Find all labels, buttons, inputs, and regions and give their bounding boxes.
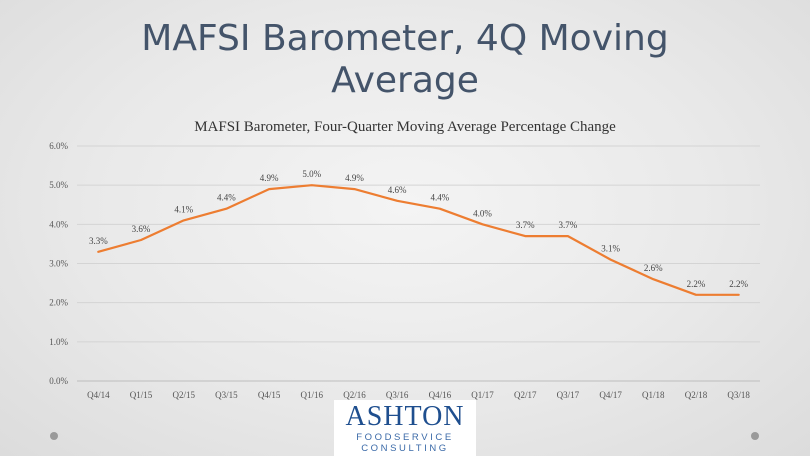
chart-gridlines [77,145,760,382]
y-tick-label: 2.0% [49,298,68,308]
data-label: 3.6% [132,224,151,234]
y-tick-label: 5.0% [49,180,68,190]
slide-title-line-2: Average [331,60,479,101]
x-tick-label: Q2/16 [343,390,366,400]
data-label: 4.4% [217,193,236,203]
y-axis: 0.0% 1.0% 2.0% 3.0% 4.0% 5.0% 6.0% [49,141,68,386]
x-tick-label: Q1/18 [642,390,665,400]
previous-slide-dot[interactable] [50,432,58,440]
x-tick-label: Q3/18 [727,390,750,400]
data-label: 2.2% [687,279,706,289]
y-tick-label: 1.0% [49,337,68,347]
y-tick-label: 0.0% [49,376,68,386]
x-tick-label: Q1/16 [301,390,324,400]
x-tick-label: Q3/15 [215,390,238,400]
data-label: 4.4% [430,193,449,203]
data-label: 4.0% [473,208,492,218]
x-tick-label: Q4/15 [258,390,281,400]
x-tick-label: Q2/18 [685,390,708,400]
data-label: 4.6% [388,185,407,195]
ashton-logo: ASHTON FOODSERVICE CONSULTING [334,400,476,456]
data-label: 3.7% [559,220,578,230]
data-label: 4.1% [174,204,193,214]
x-axis: Q4/14 Q1/15 Q2/15 Q3/15 Q4/15 Q1/16 Q2/16 Q3/16… [87,390,750,400]
slide-title-line-1: MAFSI Barometer, 4Q Moving [141,18,669,59]
x-tick-label: Q1/17 [471,390,494,400]
x-tick-label: Q1/15 [130,390,153,400]
y-tick-label: 4.0% [49,219,68,229]
x-tick-label: Q3/17 [557,390,580,400]
x-tick-label: Q4/17 [599,390,622,400]
x-tick-label: Q2/15 [172,390,195,400]
x-tick-label: Q3/16 [386,390,409,400]
x-tick-label: Q4/14 [87,390,110,400]
data-label: 4.9% [260,173,279,183]
next-slide-dot[interactable] [751,432,759,440]
chart-title: MAFSI Barometer, Four-Quarter Moving Ave… [194,119,616,135]
x-tick-label: Q2/17 [514,390,537,400]
data-labels: 3.3% 3.6% 4.1% 4.4% 4.9% 5.0% 4.9% 4.6% 4.4% 4.0%… [89,169,749,289]
logo-subtitle-1: FOODSERVICE [356,432,454,443]
data-label: 2.2% [729,279,748,289]
x-tick-label: Q4/16 [429,390,452,400]
data-label: 2.6% [644,263,663,273]
chart-series [97,184,740,296]
y-tick-label: 3.0% [49,259,68,269]
slide-title: MAFSI Barometer, 4Q Moving Average [0,18,810,102]
logo-name: ASHTON [345,401,465,432]
data-label: 5.0% [302,169,321,179]
data-label: 3.7% [516,220,535,230]
data-label: 4.9% [345,173,364,183]
logo-subtitle-2: CONSULTING [361,443,449,454]
data-label: 3.1% [601,244,620,254]
series-line [97,184,740,296]
data-label: 3.3% [89,236,108,246]
y-tick-label: 6.0% [49,141,68,151]
